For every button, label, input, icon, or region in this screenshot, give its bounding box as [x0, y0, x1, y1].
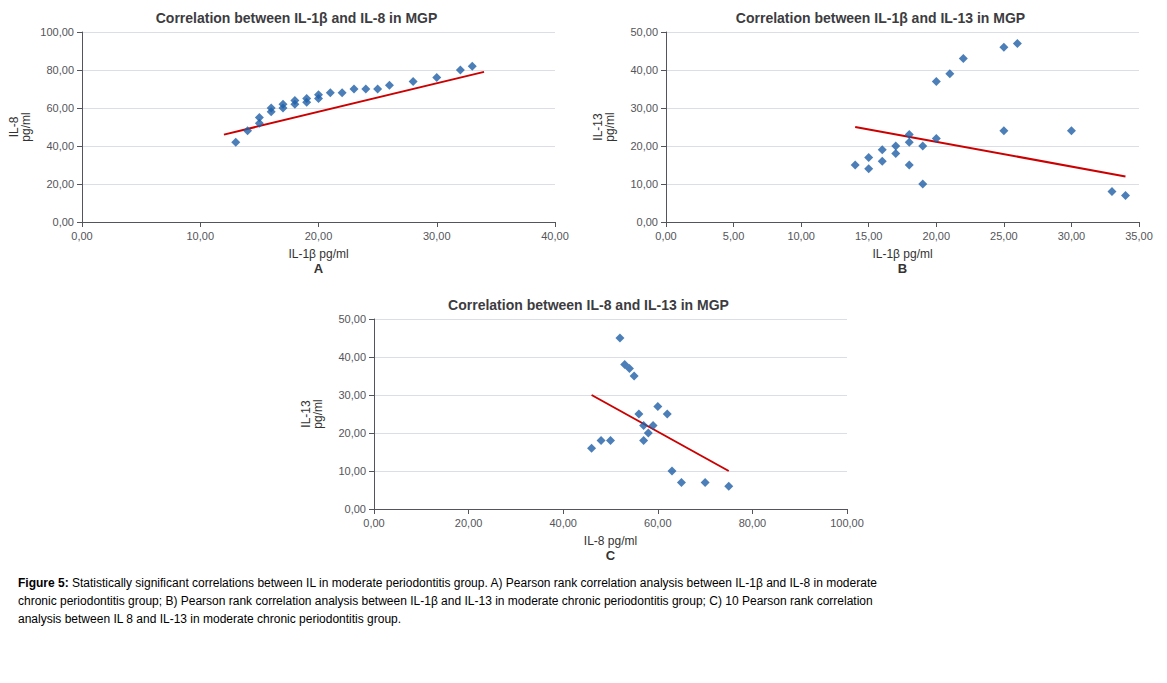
svg-text:Correlation between IL-1β and: Correlation between IL-1β and IL-8 in MG…: [156, 10, 438, 26]
svg-text:30,00: 30,00: [338, 389, 366, 401]
svg-text:chronic periodontitis group; B: chronic periodontitis group; B) Pearson …: [18, 594, 876, 608]
svg-text:0,00: 0,00: [637, 216, 658, 228]
svg-text:35,00: 35,00: [1125, 230, 1153, 242]
svg-text:50,00: 50,00: [338, 313, 366, 325]
svg-text:40,00: 40,00: [541, 230, 569, 242]
svg-text:20,00: 20,00: [923, 230, 951, 242]
svg-text:80,00: 80,00: [46, 64, 74, 76]
svg-text:0,00: 0,00: [345, 503, 366, 515]
svg-text:60,00: 60,00: [46, 102, 74, 114]
svg-text:40,00: 40,00: [630, 64, 658, 76]
svg-text:Statistically significant corr: Statistically significant correlations b…: [69, 576, 881, 590]
svg-text:IL-8 pg/ml: IL-8 pg/ml: [584, 534, 637, 548]
svg-text:0,00: 0,00: [53, 216, 74, 228]
svg-text:0,00: 0,00: [71, 230, 92, 242]
svg-text:80,00: 80,00: [739, 517, 767, 529]
svg-text:A: A: [314, 261, 324, 276]
svg-text:10,00: 10,00: [787, 230, 815, 242]
svg-text:10,00: 10,00: [630, 178, 658, 190]
svg-text:0,00: 0,00: [655, 230, 676, 242]
svg-text:20,00: 20,00: [338, 427, 366, 439]
svg-text:IL-13: IL-13: [299, 400, 313, 428]
svg-text:pg/ml: pg/ml: [603, 112, 617, 141]
svg-text:20,00: 20,00: [630, 140, 658, 152]
svg-text:10,00: 10,00: [338, 465, 366, 477]
svg-text:40,00: 40,00: [46, 140, 74, 152]
svg-text:0,00: 0,00: [363, 517, 384, 529]
svg-text:C: C: [606, 548, 616, 563]
svg-text:15,00: 15,00: [855, 230, 883, 242]
svg-text:B: B: [898, 261, 907, 276]
svg-text:100,00: 100,00: [40, 26, 74, 38]
svg-text:IL-13: IL-13: [591, 113, 605, 141]
svg-text:20,00: 20,00: [455, 517, 483, 529]
svg-text:pg/ml: pg/ml: [19, 112, 33, 141]
svg-text:10,00: 10,00: [186, 230, 214, 242]
svg-text:100,00: 100,00: [830, 517, 864, 529]
svg-text:Correlation between IL-1β and: Correlation between IL-1β and IL-13 in M…: [736, 10, 1025, 26]
svg-text:25,00: 25,00: [990, 230, 1018, 242]
svg-text:analysis between IL 8 and IL-1: analysis between IL 8 and IL-13 in moder…: [18, 612, 401, 626]
svg-text:40,00: 40,00: [338, 351, 366, 363]
svg-text:20,00: 20,00: [46, 178, 74, 190]
svg-text:30,00: 30,00: [630, 102, 658, 114]
svg-text:IL-1β pg/ml: IL-1β pg/ml: [288, 247, 348, 261]
svg-text:40,00: 40,00: [549, 517, 577, 529]
svg-text:Correlation between IL-8 and I: Correlation between IL-8 and IL-13 in MG…: [448, 297, 729, 313]
svg-text:IL-1β pg/ml: IL-1β pg/ml: [872, 247, 932, 261]
svg-text:IL-8: IL-8: [7, 116, 21, 138]
svg-text:60,00: 60,00: [644, 517, 672, 529]
svg-text:50,00: 50,00: [630, 26, 658, 38]
svg-text:20,00: 20,00: [305, 230, 333, 242]
svg-text:30,00: 30,00: [423, 230, 451, 242]
svg-text:5,00: 5,00: [723, 230, 744, 242]
svg-text:30,00: 30,00: [1058, 230, 1086, 242]
svg-text:pg/ml: pg/ml: [311, 399, 325, 428]
svg-text:Figure 5:: Figure 5:: [18, 576, 69, 590]
